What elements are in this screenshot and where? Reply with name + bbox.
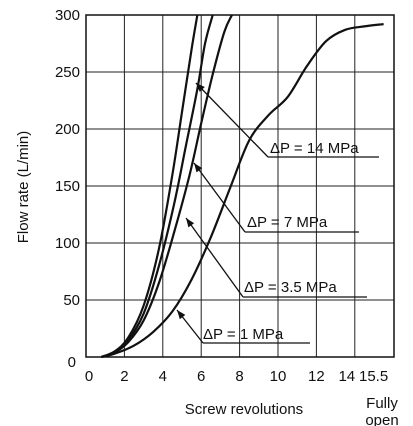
annotation-label: ΔP = 7 MPa [247,214,328,231]
arrowhead-icon [196,83,205,92]
grid [86,15,394,357]
annotations: ΔP = 14 MPa ΔP = 7 MPa ΔP = 3.5 MPa ΔP = 1 … [176,82,379,344]
y-tick-label: 300 [55,7,80,24]
annotation-label: ΔP = 3.5 MPa [244,279,337,296]
arrowhead-icon [177,310,186,320]
annotation-label: ΔP = 14 MPa [270,140,359,157]
y-tick-label: 0 [68,354,76,371]
annotation-leader [195,82,269,158]
arrowhead-icon [186,218,195,228]
x-tick-label: 8 [235,368,243,385]
x-tick-label: 12 [308,368,325,385]
series-lines [100,14,384,359]
plot-frame [85,14,395,358]
x-tick-label: 10 [270,368,287,385]
x-end-label-line2: open [365,412,398,426]
annotation-leader [185,217,244,298]
annotation-label: ΔP = 1 MPa [203,326,284,343]
series-line-1mpa [101,23,384,359]
x-tick-label: 15.5 [359,368,388,385]
y-axis-title: Flow rate (L/min) [15,131,32,244]
x-axis-title: Screw revolutions [185,401,303,418]
y-tick-label: 150 [55,178,80,195]
y-tick-label: 200 [55,121,80,138]
plot-border [85,14,395,358]
tick-labels: 0 50 100 150 200 250 300 0 2 4 6 8 10 12 14 15.5 [55,7,388,385]
x-tick-label: 14 [338,368,355,385]
arrowhead-icon [194,163,203,173]
annotation-leader [193,162,246,233]
y-tick-label: 100 [55,235,80,252]
series-line-3-5mpa [101,14,233,359]
x-tick-label: 2 [120,368,128,385]
y-tick-label: 250 [55,64,80,81]
x-tick-label: 6 [197,368,205,385]
x-end-label-line1: Fully [366,395,398,412]
y-tick-label: 50 [63,292,80,309]
x-tick-label: 4 [159,368,167,385]
x-tick-label: 0 [85,368,93,385]
